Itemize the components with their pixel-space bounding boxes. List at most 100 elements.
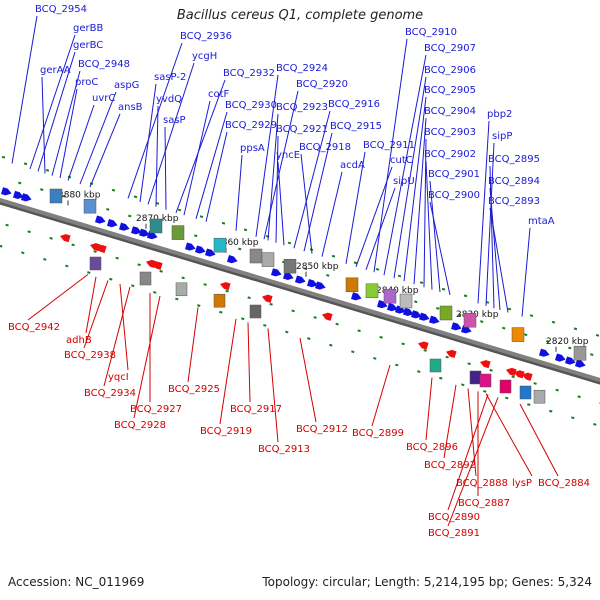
reverse-inner-tick <box>93 250 97 253</box>
accession-label: Accession: NC_011969 <box>8 575 145 589</box>
forward-gene-block <box>365 283 379 299</box>
forward-label-leader <box>79 91 117 185</box>
forward-gene-block <box>49 188 63 204</box>
forward-outer-tick <box>331 254 336 258</box>
forward-gene-block <box>463 312 477 328</box>
forward-label-leader <box>255 74 279 237</box>
forward-gene-arrow-shape <box>0 187 12 196</box>
forward-label-leader <box>373 38 408 273</box>
forward-label-leader <box>489 207 509 313</box>
forward-inner-tick <box>546 339 550 343</box>
forward-label-leader <box>267 113 279 241</box>
reverse-outer-tick <box>285 330 289 334</box>
forward-gene-block <box>439 305 453 321</box>
forward-gene-label: BCQ_2904 <box>424 106 476 117</box>
reverse-gene-arrow-shape <box>506 367 517 377</box>
forward-outer-tick <box>397 274 402 278</box>
reverse-inner-tick <box>247 296 251 300</box>
forward-outer-tick <box>551 320 556 324</box>
genome-backbone <box>0 197 600 383</box>
reverse-gene-arrow-shape <box>60 234 71 243</box>
reverse-gene-label: BCQ_2913 <box>258 444 310 455</box>
forward-gene-arrow-shape <box>130 226 142 235</box>
forward-gene-label: BCQ_2916 <box>328 99 380 110</box>
reverse-gene-arrow <box>262 294 273 303</box>
reverse-outer-tick <box>329 343 333 347</box>
forward-label-leader <box>195 111 228 219</box>
reverse-outer-tick <box>219 310 223 314</box>
forward-label-leader <box>29 34 76 170</box>
forward-gene-arrow-shape <box>138 228 150 237</box>
forward-gene-label: BCQ_2948 <box>78 59 130 70</box>
reverse-label-leader <box>371 364 391 427</box>
forward-gene-arrow <box>226 255 238 264</box>
reverse-label-leader <box>443 384 457 459</box>
reverse-inner-tick <box>27 230 31 234</box>
forward-label-leader <box>127 42 183 199</box>
reverse-label-leader <box>267 328 279 443</box>
forward-gene-arrow-shape <box>376 300 388 309</box>
forward-label-leader <box>183 100 211 216</box>
forward-gene-label: gerBB <box>73 23 103 34</box>
forward-gene-block <box>149 218 163 234</box>
reverse-gene-label: BCQ_2925 <box>168 384 220 395</box>
reverse-label-leader <box>447 394 489 511</box>
reverse-gene-arrow <box>480 360 491 369</box>
forward-label-leader <box>147 62 195 205</box>
forward-gene-label: BCQ_2920 <box>296 79 348 90</box>
forward-gene-label: ycgH <box>192 51 217 62</box>
forward-gene-arrow-shape <box>350 292 362 301</box>
forward-inner-tick <box>304 267 308 271</box>
reverse-inner-tick <box>71 243 75 247</box>
forward-gene-arrow <box>138 228 150 237</box>
forward-inner-tick <box>568 346 572 350</box>
forward-inner-tick <box>590 353 594 356</box>
forward-outer-tick <box>287 241 292 245</box>
reverse-label-leader <box>485 393 533 477</box>
reverse-inner-tick <box>203 283 207 286</box>
forward-inner-tick <box>40 188 44 191</box>
reverse-outer-tick <box>505 396 509 400</box>
reverse-gene-label: yqcI <box>108 372 129 383</box>
forward-gene-arrow-shape <box>564 356 576 365</box>
reverse-outer-tick <box>241 317 245 321</box>
reverse-gene-arrow-shape <box>152 261 163 270</box>
forward-gene-block <box>511 327 525 342</box>
reverse-gene-block <box>175 282 188 297</box>
forward-gene-label: BCQ_2918 <box>299 142 351 153</box>
forward-gene-label: sipP <box>492 131 512 142</box>
forward-gene-label: BCQ_2911 <box>363 140 415 151</box>
forward-label-leader <box>521 227 531 317</box>
forward-gene-label: gerBC <box>73 40 103 51</box>
reverse-gene-block <box>89 256 102 271</box>
forward-label-leader <box>41 76 46 174</box>
ruler-label: 2820 kbp <box>546 337 589 347</box>
reverse-gene-arrow-shape <box>96 244 107 254</box>
forward-gene-arrow <box>184 242 196 251</box>
reverse-gene-label: BCQ_2887 <box>458 498 510 509</box>
forward-label-leader <box>235 154 243 231</box>
reverse-outer-tick <box>131 284 135 288</box>
forward-gene-label: BCQ_2929 <box>225 120 277 131</box>
reverse-outer-tick <box>439 376 443 380</box>
forward-gene-arrow <box>386 303 398 312</box>
reverse-label-leader <box>27 274 89 321</box>
forward-gene-arrow <box>574 359 586 368</box>
forward-gene-arrow-shape <box>554 353 566 362</box>
ruler-label: 2860 kbp <box>216 238 259 248</box>
forward-gene-arrow-shape <box>538 348 550 357</box>
forward-gene-arrow <box>394 305 406 314</box>
forward-gene-arrow-shape <box>118 222 130 231</box>
forward-gene-arrow <box>282 271 294 280</box>
reverse-outer-tick <box>571 416 575 420</box>
forward-outer-tick <box>441 287 446 291</box>
forward-inner-tick <box>480 320 484 323</box>
forward-gene-label: ansB <box>118 102 143 113</box>
forward-gene-label: BCQ_2903 <box>424 127 476 138</box>
reverse-gene-arrow-shape <box>262 294 273 303</box>
forward-gene-label: sasP-2 <box>154 72 186 83</box>
reverse-outer-tick <box>351 350 355 354</box>
reverse-label-leader <box>85 276 97 334</box>
reverse-gene-arrow <box>446 349 457 359</box>
forward-gene-arrow <box>450 322 462 331</box>
